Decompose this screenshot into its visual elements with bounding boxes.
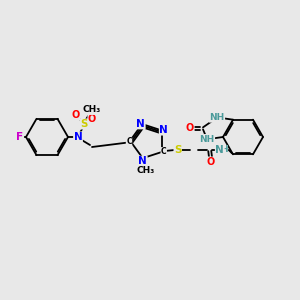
- Text: O: O: [207, 157, 215, 167]
- Text: N: N: [74, 132, 82, 142]
- Text: NH: NH: [209, 113, 225, 122]
- Text: O: O: [88, 114, 96, 124]
- Text: NH: NH: [200, 134, 214, 143]
- Text: N: N: [159, 125, 168, 135]
- Text: C: C: [126, 137, 132, 146]
- Text: N: N: [215, 145, 224, 155]
- Text: N: N: [136, 119, 145, 129]
- Text: N: N: [138, 156, 147, 166]
- Text: S: S: [80, 119, 88, 129]
- Text: CH₃: CH₃: [83, 106, 101, 115]
- Text: H: H: [220, 146, 228, 154]
- Text: S: S: [174, 145, 182, 155]
- Text: CH₃: CH₃: [136, 166, 155, 175]
- Text: O: O: [186, 123, 194, 133]
- Text: C: C: [161, 148, 167, 157]
- Text: O: O: [72, 110, 80, 120]
- Text: F: F: [16, 132, 24, 142]
